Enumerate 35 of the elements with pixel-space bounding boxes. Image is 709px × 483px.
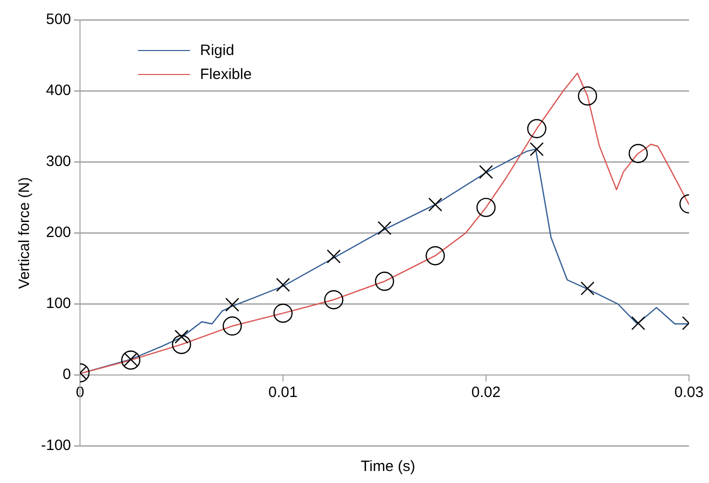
y-axis-title: Vertical force (N)	[16, 177, 34, 289]
point	[530, 142, 544, 156]
point	[476, 198, 496, 218]
point	[479, 164, 493, 179]
x-tick-label: 0.02	[471, 384, 501, 402]
x-axis-title: Time (s)	[360, 458, 416, 475]
point	[121, 350, 140, 370]
point	[426, 246, 445, 266]
point	[273, 304, 293, 323]
legend-label: Flexible	[200, 66, 252, 82]
y-tick-label: 400	[46, 82, 72, 100]
point	[326, 249, 341, 264]
point	[378, 221, 392, 235]
point	[174, 330, 188, 344]
point	[324, 290, 344, 310]
point	[631, 316, 646, 330]
legend-label: Rigid	[200, 42, 234, 58]
y-tick-label: -100	[40, 437, 72, 454]
point	[628, 144, 648, 164]
point	[527, 119, 546, 138]
y-tick-label: 300	[46, 153, 72, 170]
point	[225, 298, 240, 312]
x-tick-label: 0.03	[674, 384, 704, 402]
y-tick-label: 0	[62, 366, 72, 384]
point	[374, 272, 394, 291]
x-tick-label: 0.01	[268, 384, 298, 402]
point	[428, 198, 442, 212]
point	[222, 316, 242, 336]
point	[578, 86, 598, 106]
y-tick-label: 500	[46, 11, 72, 28]
point	[276, 278, 290, 292]
y-tick-label: 200	[46, 224, 72, 242]
point	[172, 334, 192, 354]
y-tick-label: 100	[46, 295, 72, 312]
point	[580, 281, 594, 296]
